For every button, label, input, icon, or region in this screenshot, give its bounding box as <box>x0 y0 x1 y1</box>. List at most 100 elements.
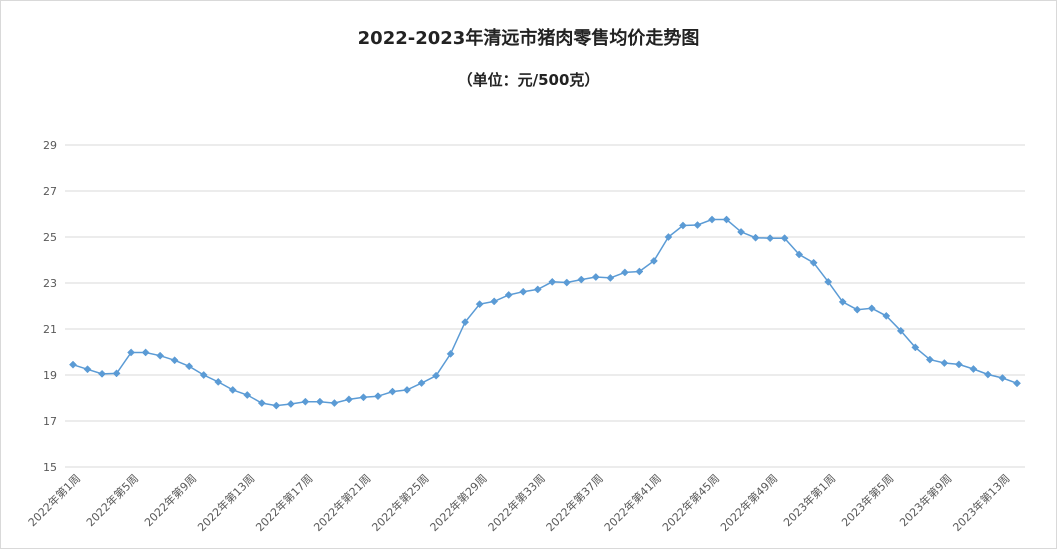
x-tick-label: 2022年第13周 <box>194 471 257 534</box>
data-point <box>766 234 775 243</box>
data-point <box>403 385 411 394</box>
x-tick-label: 2022年第17周 <box>253 471 316 534</box>
data-point <box>417 379 426 388</box>
data-point <box>577 275 586 284</box>
x-tick-label: 2022年第9周 <box>141 471 199 529</box>
data-point <box>591 273 600 281</box>
data-point <box>127 348 136 357</box>
chart-title: 2022-2023年清远市猪肉零售均价走势图 <box>357 28 700 49</box>
data-point <box>533 285 542 294</box>
x-tick-label: 2022年第49周 <box>717 471 780 534</box>
data-point <box>344 395 353 404</box>
y-tick-label: 15 <box>43 461 57 474</box>
data-point <box>562 278 571 287</box>
data-point <box>795 250 804 259</box>
data-point <box>490 297 499 306</box>
gridlines <box>65 144 1025 468</box>
data-point <box>737 227 746 236</box>
data-point <box>141 348 150 357</box>
data-point <box>214 377 223 386</box>
data-point <box>620 268 629 277</box>
data-point <box>1013 379 1021 388</box>
y-tick-label: 29 <box>43 139 57 152</box>
data-point <box>446 349 455 358</box>
data-point <box>315 397 324 406</box>
x-tick-label: 2022年第25周 <box>369 471 432 534</box>
y-axis-ticks: 15 17 19 21 23 25 27 29 <box>43 139 57 474</box>
data-point <box>940 359 949 367</box>
data-point <box>882 311 891 320</box>
data-point <box>780 234 789 243</box>
y-tick-label: 23 <box>43 277 57 290</box>
x-tick-label: 2022年第5周 <box>83 471 141 529</box>
data-point <box>606 273 615 282</box>
x-tick-label: 2022年第21周 <box>311 471 374 534</box>
data-point <box>824 277 833 286</box>
y-tick-label: 21 <box>43 323 57 336</box>
data-point <box>83 365 92 374</box>
data-point <box>896 326 905 335</box>
data-point <box>301 397 310 406</box>
data-point <box>649 256 658 265</box>
data-point <box>722 215 731 224</box>
data-point <box>388 387 397 396</box>
data-point <box>809 258 818 267</box>
x-tick-label: 2022年第1周 <box>25 471 83 529</box>
data-point <box>374 392 382 401</box>
data-point <box>911 343 920 352</box>
data-point <box>98 369 106 378</box>
data-point <box>156 351 165 360</box>
data-point <box>330 399 339 408</box>
data-point <box>635 267 644 276</box>
data-point <box>708 215 716 224</box>
data-point <box>228 385 237 394</box>
data-point <box>867 304 876 313</box>
data-point <box>969 365 978 373</box>
x-tick-label: 2023年第1周 <box>780 471 838 529</box>
x-tick-label: 2022年第45周 <box>659 471 722 534</box>
data-point <box>286 400 295 408</box>
chart-subtitle: （单位：元/500克） <box>457 71 600 89</box>
data-point <box>664 233 673 241</box>
series-line-group <box>69 215 1021 410</box>
x-tick-label: 2022年第33周 <box>485 471 548 534</box>
data-point <box>693 221 702 229</box>
data-point <box>199 371 208 379</box>
data-point <box>432 371 441 380</box>
data-point <box>998 374 1007 382</box>
data-point <box>185 362 194 371</box>
data-point <box>751 233 760 242</box>
data-point <box>679 221 687 230</box>
x-tick-label: 2022年第29周 <box>427 471 490 534</box>
series-line <box>72 218 1018 407</box>
x-tick-label: 2023年第13周 <box>950 471 1013 534</box>
data-point <box>548 277 557 286</box>
data-point <box>838 297 847 306</box>
y-tick-label: 17 <box>43 415 57 428</box>
data-point <box>954 360 963 369</box>
data-point <box>475 300 484 309</box>
data-point <box>257 399 266 408</box>
data-point <box>504 291 513 299</box>
data-point <box>984 370 992 379</box>
x-tick-label: 2022年第41周 <box>601 471 664 534</box>
data-point <box>243 391 252 399</box>
data-point <box>853 305 862 314</box>
data-point <box>272 401 281 410</box>
data-point <box>925 355 934 364</box>
data-point <box>69 360 77 369</box>
data-point <box>519 287 528 296</box>
data-point <box>359 393 368 402</box>
x-tick-label: 2023年第5周 <box>838 471 896 529</box>
x-tick-label: 2023年第9周 <box>897 471 955 529</box>
y-tick-label: 25 <box>43 231 57 244</box>
data-point <box>112 369 121 378</box>
x-axis-ticks: 2022年第1周 2022年第5周 2022年第9周2022年第13周2022年第1… <box>25 471 1012 534</box>
x-tick-label: 2022年第37周 <box>543 471 606 534</box>
y-tick-label: 27 <box>43 185 57 198</box>
data-point <box>461 318 470 327</box>
y-tick-label: 19 <box>43 369 57 382</box>
data-point <box>170 356 179 365</box>
